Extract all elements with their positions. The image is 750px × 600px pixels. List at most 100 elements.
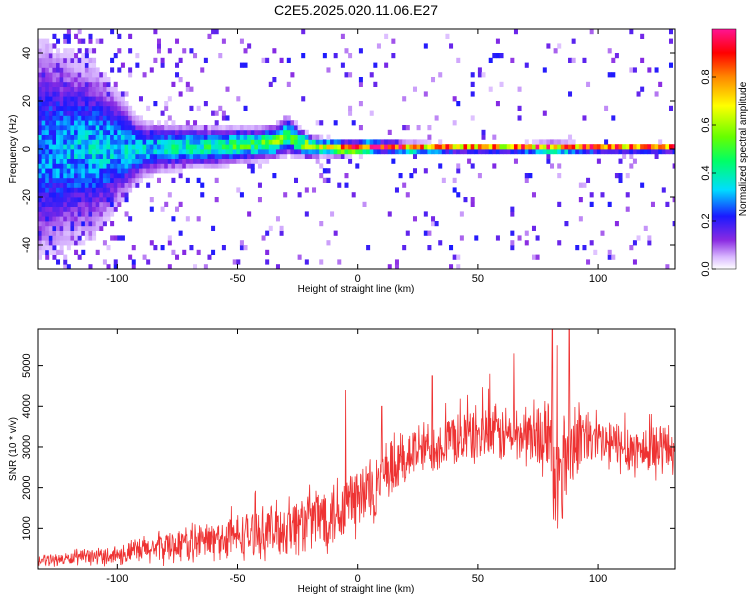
spectrogram-cell — [41, 62, 46, 68]
spectrogram-cell — [38, 115, 43, 121]
spectrogram-cell — [535, 254, 540, 260]
spectrogram-cell — [452, 149, 457, 155]
spectrogram-cell — [362, 201, 367, 207]
spectrogram-cell — [412, 153, 417, 159]
spectrogram-cell — [77, 144, 82, 150]
spectrogram-cell — [106, 115, 111, 121]
spectrogram-cell — [470, 91, 475, 97]
spectrogram-cell — [160, 168, 165, 174]
spectrogram-cell — [640, 33, 645, 39]
spectrogram-cell — [640, 149, 645, 155]
spectrogram-cell — [196, 163, 201, 169]
spectrogram-cell — [95, 221, 100, 227]
spectrogram-cell — [88, 129, 93, 135]
spectrogram-cell — [178, 125, 183, 131]
spectrogram-cell — [207, 144, 212, 150]
spectrogram-cell — [167, 240, 172, 246]
spectrogram-cell — [63, 230, 68, 236]
spectrogram-cell — [438, 72, 443, 78]
spectrogram-cell — [110, 182, 115, 188]
spectrogram-cell — [528, 173, 533, 179]
spectrogram-cell — [171, 163, 176, 169]
spectrogram-cell — [56, 115, 61, 121]
spectrogram-cell — [70, 240, 75, 246]
spectrogram-cell — [142, 72, 147, 78]
spectrogram-cell — [452, 120, 457, 126]
spectrogram-cell — [221, 149, 226, 155]
spectrogram-cell — [102, 221, 107, 227]
spectrogram-cell — [387, 144, 392, 150]
spectrogram-cell — [247, 134, 252, 140]
spectrogram-cell — [438, 144, 443, 150]
spectrogram-cell — [70, 115, 75, 121]
spectrogram-cell — [211, 125, 216, 131]
spectrogram-cell — [48, 144, 53, 150]
spectrogram-cell — [92, 201, 97, 207]
spectrogram-cell — [59, 201, 64, 207]
spectrogram-cell — [99, 72, 104, 78]
spectrogram-cell — [337, 139, 342, 145]
spectrogram-cell — [308, 149, 313, 155]
spectrogram-cell — [56, 206, 61, 212]
spectrogram-cell — [513, 149, 518, 155]
spectrogram-cell — [510, 57, 515, 63]
spectrogram-cell — [99, 38, 104, 44]
spectrogram-cell — [200, 192, 205, 198]
spectrogram-cell — [200, 153, 205, 159]
spectrogram-cell — [84, 225, 89, 231]
spectrogram-cell — [171, 139, 176, 145]
spectrogram-cell — [113, 168, 118, 174]
spectrogram-cell — [344, 149, 349, 155]
colorbar-tick-label: 0.8 — [700, 69, 712, 84]
spectrogram-cell — [218, 139, 223, 145]
spectrogram-cell — [110, 149, 115, 155]
spectrogram-cell — [88, 139, 93, 145]
spectrogram-cell — [92, 120, 97, 126]
spectrogram-cell — [70, 235, 75, 241]
spectrogram-cell — [254, 125, 259, 131]
snr-frame — [37, 328, 676, 570]
spectrogram-cell — [431, 77, 436, 83]
spectrogram-cell — [113, 86, 118, 92]
spectrogram-cell — [66, 158, 71, 164]
spectrogram-cell — [48, 187, 53, 193]
spectrogram-cell — [211, 29, 216, 35]
spectrogram-cell — [189, 105, 194, 111]
spectrogram-cell — [120, 168, 125, 174]
spectrogram-cell — [52, 173, 57, 179]
spectrogram-cell — [355, 144, 360, 150]
spectrogram-cell — [59, 134, 64, 140]
spectrogram-cell — [128, 120, 133, 126]
spectrogram-cell — [74, 187, 79, 193]
spectrogram-cell — [38, 125, 43, 131]
spectrogram-cell — [189, 245, 194, 251]
spectrogram-cell — [81, 201, 86, 207]
spectrogram-cell — [99, 216, 104, 222]
spectrogram-cell — [88, 168, 93, 174]
spectrogram-cell — [467, 144, 472, 150]
colorbar-tick-label: 0.4 — [700, 165, 712, 180]
spectrogram-cell — [625, 192, 630, 198]
spectrogram-cell — [156, 149, 161, 155]
spectrogram-cell — [70, 225, 75, 231]
spectrogram-cell — [63, 62, 68, 68]
spectrogram-cell — [333, 120, 338, 126]
spectrogram-cell — [102, 192, 107, 198]
spectrogram-cell — [239, 245, 244, 251]
spectrogram-cell — [66, 81, 71, 87]
spectrogram-cell — [373, 62, 378, 68]
spectrogram-cell — [474, 235, 479, 241]
spectrogram-cell — [77, 101, 82, 107]
spectrogram-cell — [63, 264, 68, 269]
spectrogram-cell — [135, 149, 140, 155]
spectrogram-cell — [99, 225, 104, 231]
spectrogram-x-ticks: -100 -50 0 50 100 — [106, 29, 607, 285]
spectrogram-cell — [185, 158, 190, 164]
spectrogram-cell — [135, 115, 140, 121]
spectrogram-cell — [59, 197, 64, 203]
spectrogram-cell — [348, 53, 353, 59]
spectrogram-cell — [74, 77, 79, 83]
spectrogram-cell — [257, 149, 262, 155]
spectrogram-cell — [272, 144, 277, 150]
